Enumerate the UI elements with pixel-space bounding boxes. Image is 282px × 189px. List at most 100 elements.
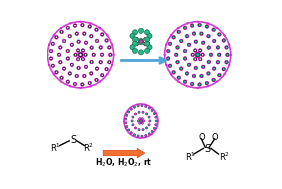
Circle shape	[177, 81, 179, 82]
Circle shape	[133, 106, 136, 108]
Circle shape	[138, 105, 139, 106]
Circle shape	[138, 40, 144, 45]
Circle shape	[79, 54, 82, 56]
Circle shape	[188, 44, 190, 46]
Circle shape	[147, 33, 152, 39]
Circle shape	[133, 134, 136, 136]
Circle shape	[178, 77, 180, 79]
Circle shape	[148, 116, 150, 118]
Circle shape	[140, 120, 142, 122]
Circle shape	[125, 122, 126, 123]
Circle shape	[132, 120, 133, 122]
Circle shape	[142, 112, 144, 113]
Circle shape	[58, 46, 62, 49]
Circle shape	[217, 47, 219, 48]
Circle shape	[224, 35, 225, 36]
Circle shape	[218, 73, 221, 77]
Circle shape	[217, 46, 219, 48]
Circle shape	[208, 35, 209, 37]
Circle shape	[188, 44, 190, 46]
Circle shape	[100, 33, 104, 36]
Circle shape	[71, 64, 73, 66]
Circle shape	[132, 124, 134, 126]
Circle shape	[138, 105, 139, 106]
Circle shape	[212, 78, 215, 82]
Circle shape	[130, 134, 131, 135]
Circle shape	[184, 81, 186, 83]
Circle shape	[190, 24, 194, 27]
Circle shape	[167, 58, 169, 60]
Circle shape	[149, 108, 150, 109]
Circle shape	[139, 122, 141, 124]
Circle shape	[140, 120, 142, 122]
Circle shape	[92, 53, 96, 57]
Circle shape	[208, 73, 209, 74]
Circle shape	[133, 41, 138, 46]
Circle shape	[195, 67, 197, 69]
Circle shape	[146, 113, 148, 115]
Circle shape	[75, 32, 79, 36]
Circle shape	[75, 74, 79, 78]
Circle shape	[172, 36, 175, 39]
Circle shape	[176, 60, 179, 64]
Circle shape	[149, 133, 150, 134]
Circle shape	[149, 120, 150, 122]
Circle shape	[177, 47, 178, 48]
Circle shape	[69, 35, 70, 37]
Circle shape	[128, 129, 129, 131]
Circle shape	[142, 129, 144, 130]
Circle shape	[90, 60, 93, 64]
Circle shape	[156, 120, 157, 122]
Circle shape	[155, 124, 157, 126]
Circle shape	[172, 70, 175, 74]
Circle shape	[188, 64, 190, 66]
Circle shape	[106, 40, 107, 41]
Circle shape	[62, 67, 66, 70]
Circle shape	[199, 24, 201, 26]
Circle shape	[99, 81, 101, 82]
Circle shape	[84, 41, 88, 45]
Circle shape	[144, 104, 145, 105]
Circle shape	[195, 41, 197, 43]
Circle shape	[156, 113, 157, 114]
Circle shape	[58, 54, 60, 56]
Circle shape	[127, 111, 130, 113]
Circle shape	[101, 54, 103, 56]
Circle shape	[193, 49, 197, 52]
Circle shape	[197, 87, 199, 89]
Circle shape	[145, 135, 146, 136]
Circle shape	[219, 74, 220, 76]
Circle shape	[199, 58, 201, 60]
Circle shape	[166, 49, 170, 53]
Circle shape	[210, 54, 212, 56]
Circle shape	[142, 129, 144, 130]
Circle shape	[205, 81, 209, 85]
Circle shape	[173, 36, 175, 38]
Circle shape	[141, 118, 143, 120]
Circle shape	[111, 44, 113, 45]
Circle shape	[131, 120, 133, 122]
Circle shape	[213, 40, 215, 42]
Circle shape	[146, 127, 147, 129]
Circle shape	[138, 50, 144, 55]
Circle shape	[183, 49, 187, 53]
Circle shape	[53, 73, 55, 75]
Circle shape	[187, 63, 191, 67]
Circle shape	[90, 22, 92, 24]
Circle shape	[191, 83, 193, 85]
Circle shape	[135, 113, 136, 115]
Circle shape	[167, 58, 169, 59]
Circle shape	[169, 65, 171, 67]
Circle shape	[140, 120, 142, 122]
Circle shape	[166, 64, 167, 66]
Circle shape	[206, 82, 208, 84]
Circle shape	[176, 46, 179, 49]
Circle shape	[113, 54, 114, 56]
Circle shape	[218, 33, 221, 36]
Circle shape	[74, 53, 77, 57]
Circle shape	[96, 29, 97, 30]
Circle shape	[138, 112, 140, 113]
Circle shape	[60, 47, 61, 48]
Circle shape	[186, 73, 188, 74]
Circle shape	[217, 61, 219, 63]
